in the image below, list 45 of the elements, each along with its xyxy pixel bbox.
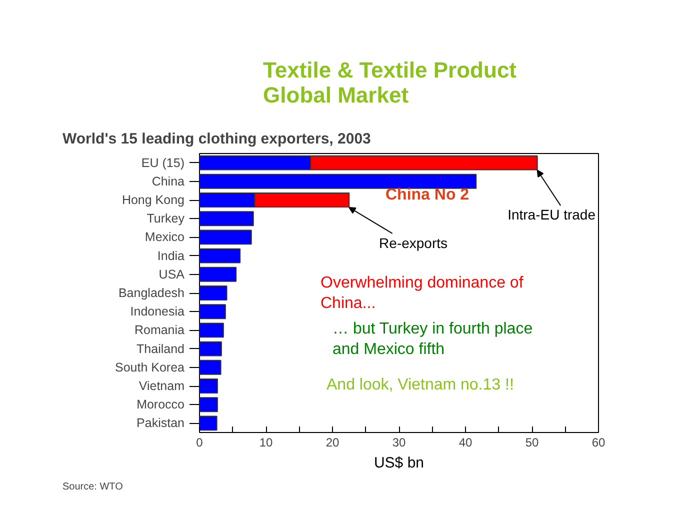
y-tick-label: USA [158, 267, 186, 282]
bar [200, 322, 224, 338]
y-tick-label: Morocco [136, 398, 185, 412]
x-tick-label: 30 [392, 436, 406, 450]
y-tick-label: South Korea [115, 360, 185, 374]
bar [200, 286, 228, 300]
annotation: China No 2 [386, 186, 470, 204]
y-tick-label: Romania [134, 323, 185, 338]
annotation: Overwhelming dominance of China... [320, 274, 524, 312]
annotation: And look, Vietnam no.13 !! [326, 376, 514, 394]
y-tick-label: EU (15) [141, 156, 185, 170]
bar [200, 397, 218, 412]
y-tick-label: China [152, 174, 185, 188]
y-tick-label: Pakistan [136, 416, 185, 430]
bar [200, 378, 218, 394]
bar [200, 211, 254, 226]
chart-subtitle: World's 15 leading clothing exporters, 2003 [62, 130, 371, 148]
x-tick-label: 10 [259, 436, 273, 450]
x-tick-label: 50 [525, 436, 539, 450]
annotation: Re-exports [379, 234, 448, 251]
chart-title: Textile & Textile Product Global Market [263, 58, 518, 108]
source-note: Source: WTO [62, 482, 124, 492]
bar [200, 304, 226, 320]
y-tick-label: Mexico [144, 230, 185, 244]
bar [200, 248, 241, 264]
x-tick-label: 0 [196, 436, 204, 450]
y-tick-label: Thailand [136, 342, 185, 356]
annotation: Intra-EU trade [508, 206, 596, 222]
x-tick-label: 60 [592, 436, 606, 450]
y-tick-label: Turkey [146, 212, 186, 226]
bar [200, 266, 237, 282]
bar [200, 416, 218, 431]
y-tick-label: India [157, 248, 185, 263]
bar [200, 341, 222, 356]
y-tick-label: Bangladesh [118, 286, 185, 300]
bar [200, 360, 222, 375]
bar [200, 230, 252, 245]
x-tick-label: 20 [326, 436, 340, 450]
y-tick-label: Indonesia [130, 304, 185, 319]
annotation: … but Turkey in fourth place and Mexico fifth [332, 320, 533, 358]
bar [200, 174, 477, 189]
y-tick-label: Vietnam [138, 379, 185, 393]
x-tick-label: 40 [458, 436, 472, 450]
y-tick-label: Hong Kong [122, 193, 185, 207]
x-axis-title: US$ bn [374, 454, 424, 472]
